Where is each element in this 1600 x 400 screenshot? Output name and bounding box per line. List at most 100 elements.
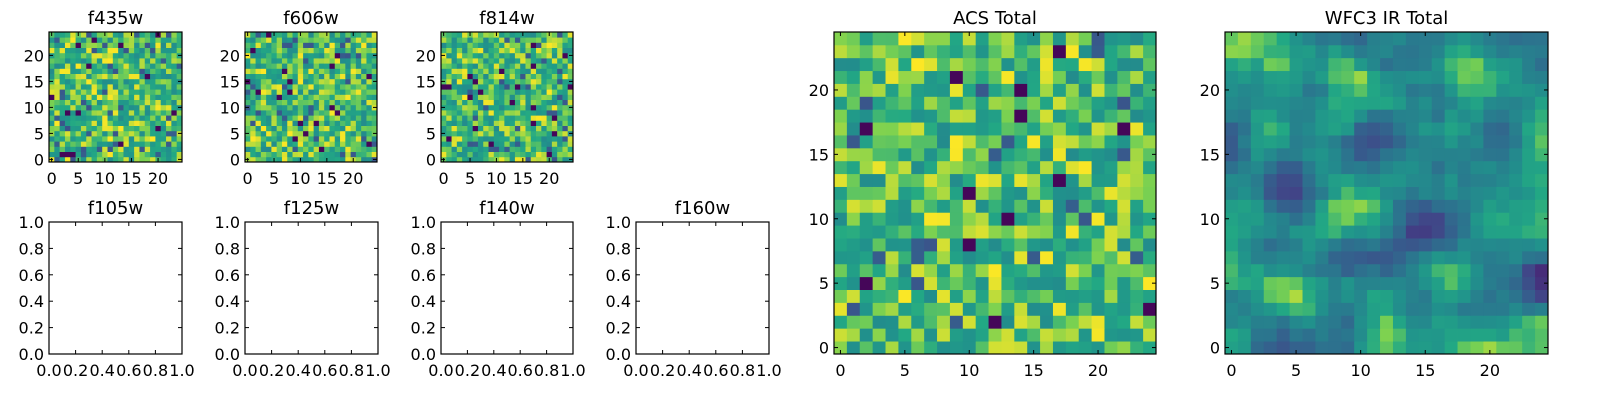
heatmap-cell [80, 94, 87, 100]
heatmap-cell [303, 115, 309, 121]
heatmap-cell [1225, 135, 1239, 149]
heatmap-cell [128, 78, 135, 85]
heatmap-cell [962, 109, 977, 123]
plot-area [441, 222, 573, 354]
heatmap-cell [530, 58, 537, 64]
heatmap-cell [1496, 122, 1510, 136]
heatmap-cell [139, 110, 146, 116]
heatmap-cell [91, 63, 98, 69]
heatmap-cell [276, 42, 283, 48]
heatmap-cell [155, 47, 162, 54]
heatmap-cell [59, 125, 66, 132]
heatmap-cell [160, 52, 167, 59]
heatmap-cell [1328, 199, 1342, 213]
heatmap-cell [1315, 238, 1329, 252]
heatmap-cell [150, 94, 156, 100]
heatmap-cell [128, 63, 135, 69]
heatmap-cell [150, 146, 156, 152]
heatmap-cell [1522, 57, 1536, 72]
heatmap-cell [281, 141, 288, 147]
heatmap-cell [477, 136, 484, 142]
heatmap-cell [1078, 328, 1092, 342]
heatmap-cell [260, 156, 267, 163]
heatmap-cell [334, 68, 341, 74]
heatmap-cell [1392, 83, 1407, 97]
heatmap-cell [324, 104, 330, 111]
heatmap-cell [1276, 289, 1290, 303]
heatmap-cell [255, 156, 262, 163]
heatmap-cell [329, 47, 336, 54]
heatmap-cell [1014, 341, 1028, 355]
heatmap-cell [1091, 225, 1105, 239]
heatmap-cell [118, 136, 124, 142]
heatmap-cell [1431, 70, 1446, 84]
y-tick-label: 0.0 [215, 345, 240, 364]
heatmap-cell [499, 32, 505, 38]
heatmap-cell [988, 238, 1002, 252]
heatmap-cell [366, 52, 373, 59]
heatmap-cell [75, 120, 82, 126]
heatmap-cell [334, 42, 341, 48]
heatmap-cell [1380, 147, 1394, 162]
heatmap-cell [1027, 328, 1041, 342]
heatmap-cell [911, 173, 925, 187]
heatmap-cell [525, 141, 532, 147]
heatmap-cell [834, 44, 848, 59]
heatmap-cell [86, 120, 92, 126]
heatmap-cell [1431, 173, 1446, 187]
heatmap-cell [1027, 302, 1041, 316]
heatmap-cell [86, 110, 92, 116]
heatmap-cell [1065, 225, 1080, 239]
heatmap-cell [1367, 315, 1381, 329]
heatmap-cell [139, 63, 146, 69]
heatmap-cell [483, 125, 489, 132]
heatmap-cell [54, 99, 61, 106]
heatmap-cell [324, 141, 330, 147]
heatmap-cell [91, 68, 98, 74]
heatmap-cell [937, 83, 951, 97]
subplot-title: f435w [88, 8, 143, 29]
heatmap-cell [276, 37, 283, 43]
heatmap-cell [112, 110, 119, 116]
heatmap-cell [166, 78, 172, 85]
heatmap-cell [1104, 44, 1118, 59]
heatmap-cell [1315, 109, 1329, 123]
heatmap-cell [1130, 276, 1144, 290]
heatmap-cell [250, 115, 256, 121]
heatmap-cell [456, 37, 463, 43]
heatmap-cell [911, 122, 925, 136]
heatmap-cell [562, 125, 569, 132]
heatmap-cell [1509, 83, 1523, 97]
heatmap-cell [885, 250, 899, 265]
heatmap-cell [59, 156, 66, 163]
axes-frame [244, 31, 378, 163]
heatmap-cell [1289, 225, 1303, 239]
heatmap-cell [477, 68, 484, 74]
heatmap-cell [975, 122, 989, 136]
heatmap-cell [96, 42, 103, 48]
heatmap-cell [287, 47, 293, 54]
heatmap-cell [1014, 238, 1028, 252]
heatmap-cell [1457, 199, 1471, 213]
heatmap-cell [467, 120, 474, 126]
heatmap-cell [1483, 263, 1497, 278]
heatmap-cell [1457, 315, 1471, 329]
heatmap-cell [155, 68, 162, 74]
heatmap-cell [1380, 96, 1394, 110]
heatmap-cell [70, 78, 76, 85]
y-tick-label: 5 [426, 124, 436, 143]
heatmap-cell [313, 89, 320, 95]
heatmap-cell [318, 37, 325, 43]
heatmap-cell [525, 47, 532, 54]
heatmap-cell [361, 130, 367, 137]
heatmap-cell [59, 146, 66, 152]
heatmap-cell [530, 120, 537, 126]
heatmap-cell [150, 110, 156, 116]
heatmap-cell [557, 136, 563, 142]
heatmap-cell [329, 89, 336, 95]
x-tick-label: 0.0 [36, 361, 61, 380]
heatmap-cell [1483, 328, 1497, 342]
heatmap-cell [885, 32, 899, 46]
heatmap-cell [171, 78, 178, 85]
